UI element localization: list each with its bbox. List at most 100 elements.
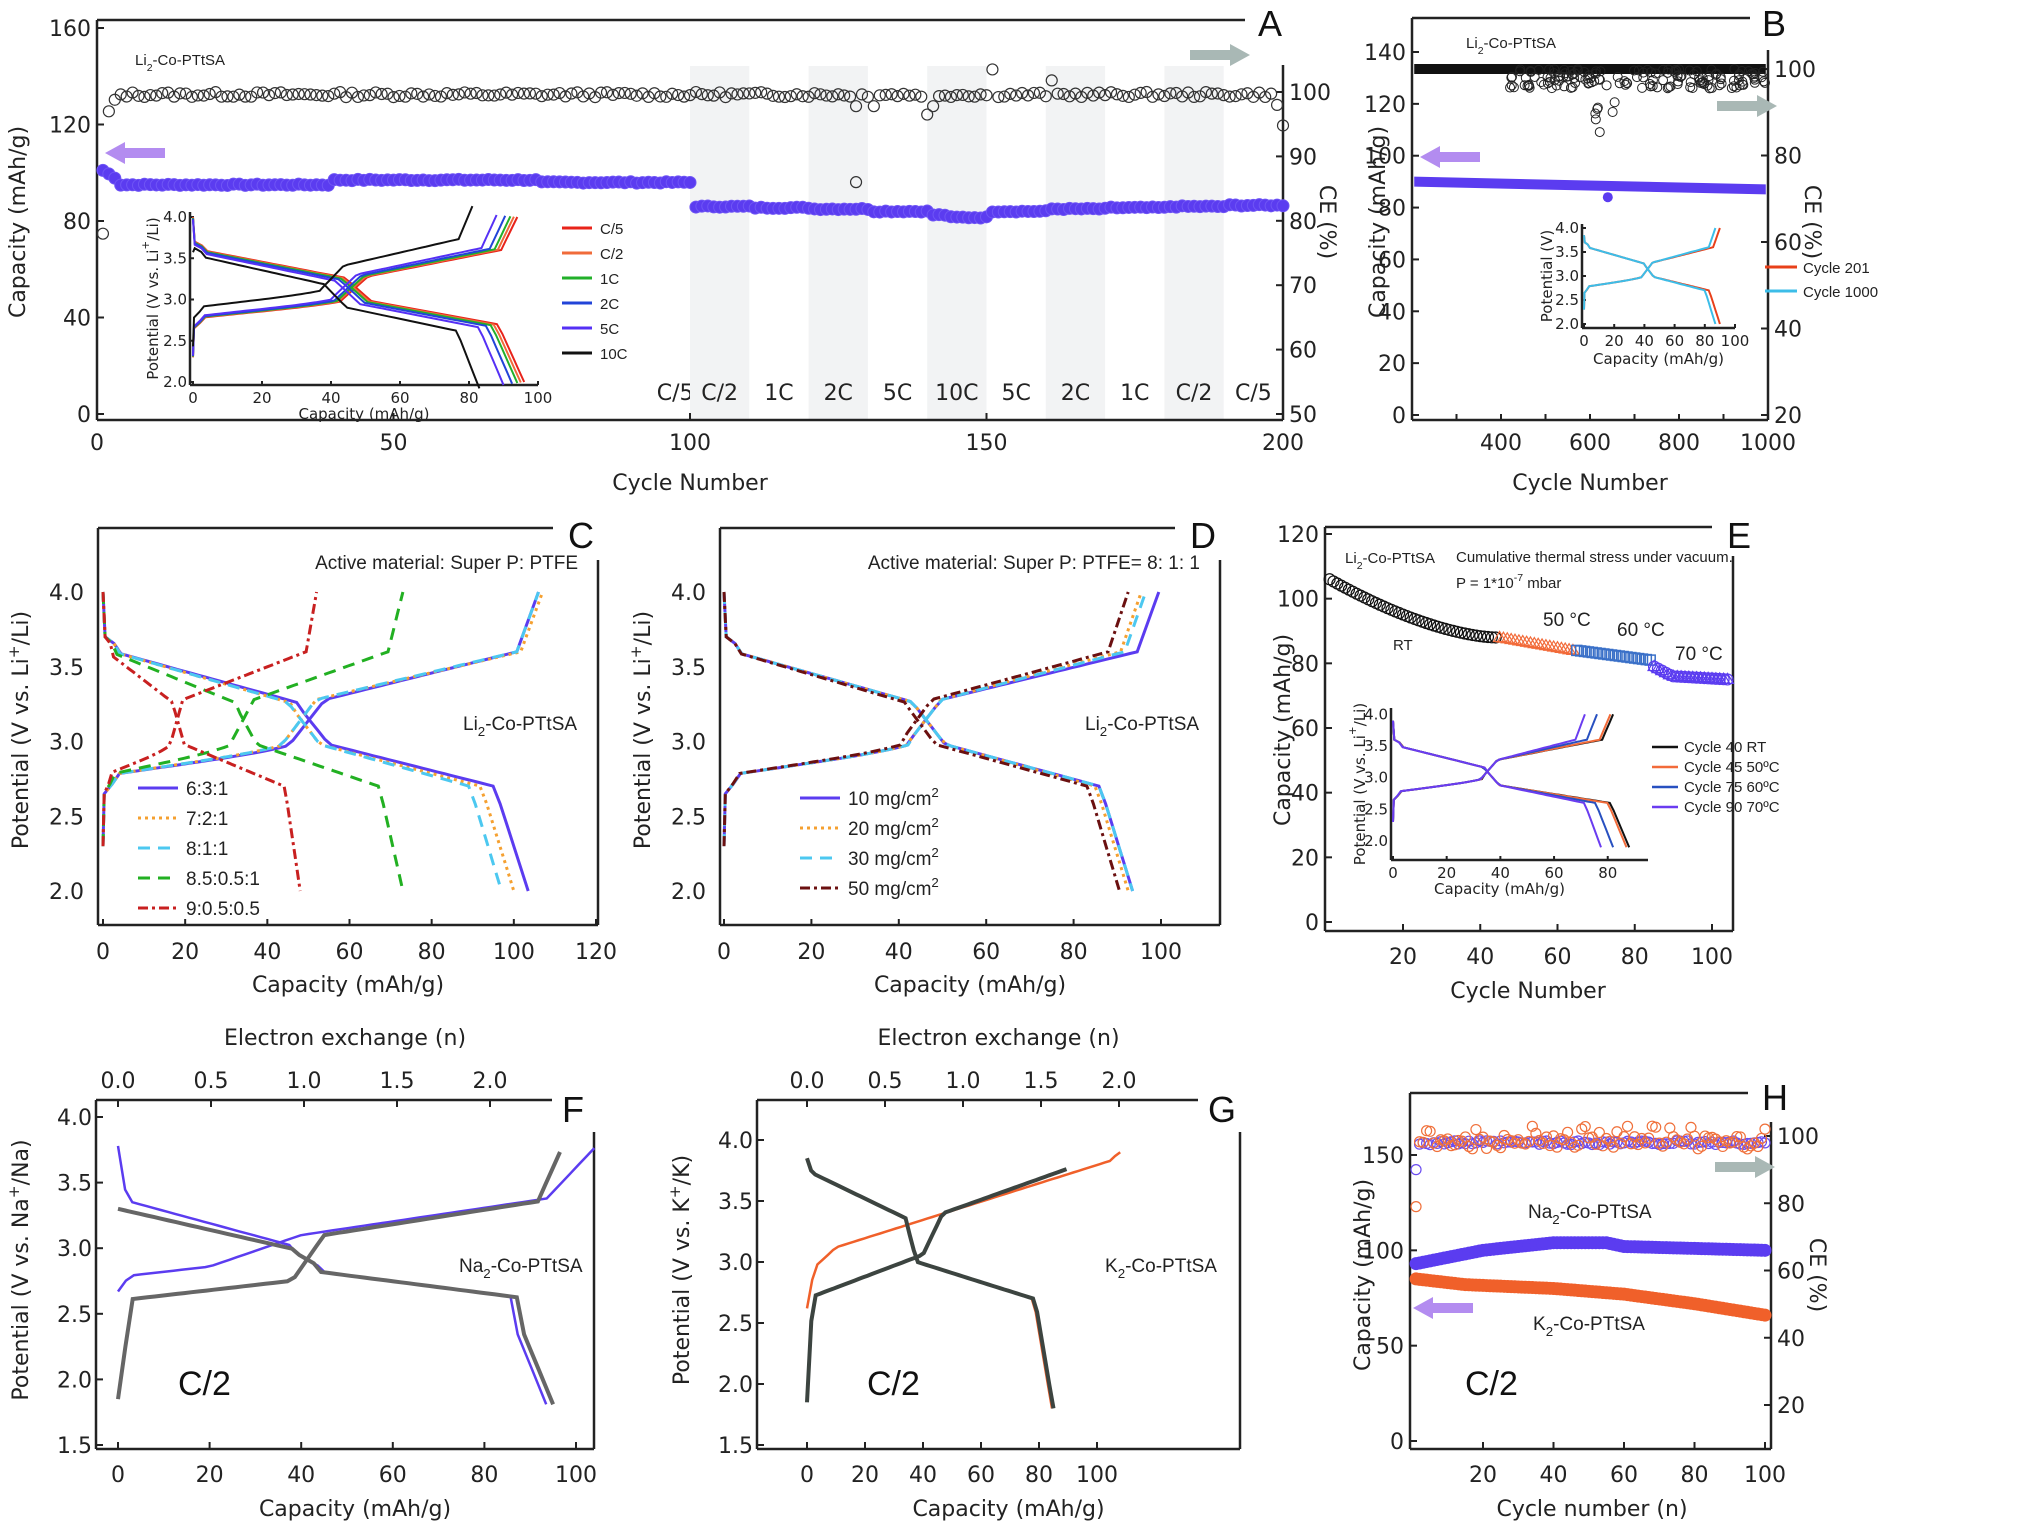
ce-point [1520, 72, 1531, 83]
y-tick-label: 150 [1362, 1144, 1404, 1169]
x-tick-label: 800 [1658, 431, 1700, 456]
inset-y-tick-label: 2.5 [1555, 291, 1579, 309]
x2-tick-label: 0.0 [101, 1069, 136, 1094]
rate-band [1164, 66, 1224, 420]
capacity-point [1534, 637, 1550, 650]
capacity-point [1443, 623, 1456, 637]
ce-point [879, 88, 892, 101]
ce-point [1122, 90, 1135, 104]
ce-point [565, 87, 578, 100]
ce-point [500, 86, 513, 99]
ce-point [956, 88, 969, 102]
panel-f: F 1.5 2.0 2.5 3.0 3.5 4.0 0 20 40 60 80 100 0.0 0.5 1.0… [5, 1026, 597, 1522]
inset-x-tick-label: 0 [1388, 864, 1398, 882]
legend-label: 8:1:1 [186, 839, 228, 860]
y2-axis-label: CE (%) [1314, 185, 1339, 259]
ce-point [1045, 74, 1058, 87]
ce-point [1027, 86, 1041, 100]
ce-point [351, 90, 365, 104]
compound-label: Li2-Co-PTtSA [135, 52, 225, 74]
ce-point [274, 86, 287, 99]
y2-tick-label: 100 [1777, 1125, 1819, 1150]
ce-point [1691, 66, 1702, 77]
x-tick-label: 100 [669, 431, 711, 456]
x-tick-label: 80 [1060, 940, 1088, 965]
x-tick-label: 150 [966, 431, 1008, 456]
ce-point [1538, 79, 1549, 90]
panel-g: G 1.5 2.0 2.5 3.0 3.5 4.0 0 20 40 60 80 100 0.0 0.5 1.0… [666, 1026, 1242, 1522]
capacity-point [1658, 665, 1673, 678]
ce-point [1609, 97, 1620, 108]
na-compound-label: Na2-Co-PTtSA [1528, 1202, 1652, 1227]
ce-point [304, 88, 317, 101]
inset-x-tick-label: 80 [1598, 864, 1617, 882]
ce-point [553, 86, 566, 100]
ce-point [1643, 1132, 1655, 1144]
capacity-point [1519, 635, 1534, 647]
inset-charge-curve [1392, 713, 1586, 823]
x-tick-label: 40 [885, 940, 913, 965]
ce-point [980, 89, 993, 102]
inset-discharge-curve [192, 246, 481, 389]
ce-point [743, 87, 756, 100]
ce-point [796, 90, 809, 103]
ce-point [1692, 1143, 1704, 1155]
ce-point [1146, 90, 1159, 103]
x-tick-label: 20 [851, 1463, 879, 1488]
x-tick-label: 80 [418, 940, 446, 965]
capacity-point [1644, 654, 1656, 666]
ce-point [1561, 1126, 1574, 1138]
ce-point [1582, 73, 1593, 84]
y-tick-label: 60 [1291, 717, 1319, 742]
x-axis-label: Capacity (mAh/g) [912, 1497, 1104, 1522]
inset-discharge-curve [1392, 720, 1602, 848]
x-tick-label: 600 [1569, 431, 1611, 456]
ce-point [600, 86, 614, 99]
inset-x-tick-label: 100 [524, 389, 553, 407]
y2-tick-label: 50 [1289, 403, 1317, 428]
ce-point [422, 88, 436, 101]
x-tick-label: 0 [111, 1463, 125, 1488]
inset-y-tick-label: 3.0 [1555, 267, 1579, 285]
ce-point [760, 87, 774, 100]
ce-point [1523, 1135, 1535, 1148]
x-tick-label: 100 [493, 940, 535, 965]
inset-y-tick-label: 3.0 [163, 291, 187, 309]
y-tick-label: 4.0 [57, 1106, 92, 1131]
ce-point [1572, 65, 1583, 76]
x-tick-label: 60 [379, 1463, 407, 1488]
capacity-point [1720, 672, 1735, 685]
ce-point [1259, 90, 1272, 104]
capacity-point [1504, 632, 1519, 645]
ce-point [1459, 1131, 1471, 1143]
capacity-point [1523, 635, 1538, 648]
ce-point [1662, 83, 1673, 94]
ce-point [749, 86, 762, 99]
panel-h: H 0 50 100 150 20 40 60 80 100 20 40 60 80 100 Cycle nu… [1351, 1077, 1829, 1522]
ce-point [156, 87, 169, 100]
y-tick-label: 2.0 [671, 880, 706, 905]
y-tick-label: 160 [49, 17, 91, 42]
ce-point [256, 86, 270, 99]
ce-point [1480, 1142, 1493, 1155]
y-tick-label: 120 [1277, 523, 1319, 548]
ce-point [1498, 1129, 1510, 1142]
ce-point [1211, 87, 1224, 100]
ce-point [316, 89, 329, 102]
ce-point [897, 87, 910, 100]
ce-point [1572, 1135, 1584, 1147]
x2-tick-label: 0.5 [194, 1069, 229, 1094]
ce-point [1731, 1130, 1743, 1143]
rate-band [927, 66, 987, 420]
ce-point [411, 87, 424, 100]
capacity-point [1546, 639, 1561, 652]
ce-point [719, 91, 732, 104]
temp-label-60: 60 °C [1617, 620, 1665, 641]
y2-tick-label: 40 [1774, 318, 1802, 343]
ce-point [1413, 1136, 1426, 1148]
capacity-point [1458, 627, 1471, 640]
inset-charge-curve [192, 215, 512, 357]
ce-point [375, 87, 388, 101]
y2-tick-label: 20 [1774, 404, 1802, 429]
y-tick-label: 0 [1305, 911, 1319, 936]
